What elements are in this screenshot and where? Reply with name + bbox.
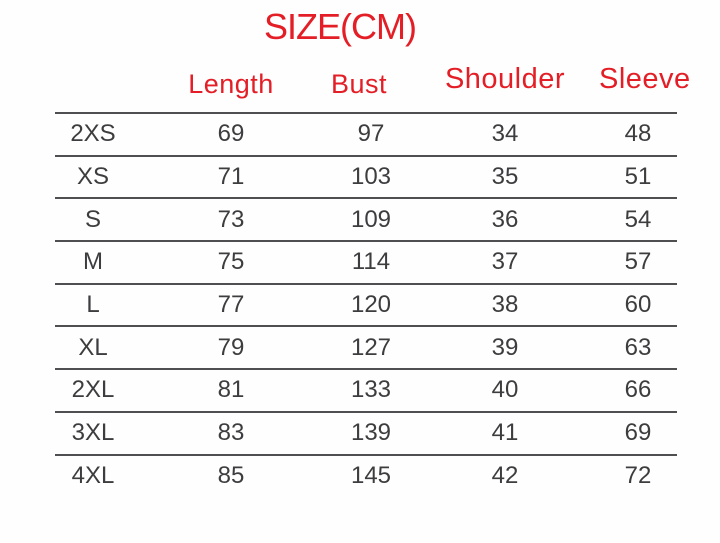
shoulder-value: 39 (491, 333, 519, 361)
bust-value: 97 (357, 120, 385, 148)
table-row: 2XS 69 97 34 48 (55, 112, 677, 155)
sleeve-value: 69 (624, 419, 652, 447)
table-row: S 73 109 36 54 (55, 197, 677, 240)
sleeve-value: 48 (624, 120, 652, 148)
length-value: 75 (217, 248, 245, 276)
size-table-body: 2XS 69 97 34 48 XS 71 103 35 51 S 73 109… (55, 112, 677, 496)
table-row: 2XL 81 133 40 66 (55, 368, 677, 411)
size-label: XL (78, 333, 108, 361)
table-row: M 75 114 37 57 (55, 240, 677, 283)
column-header-shoulder: Shoulder (444, 62, 566, 95)
bust-value: 109 (350, 205, 392, 233)
column-header-sleeve: Sleeve (599, 62, 691, 95)
size-label: 2XS (70, 120, 116, 148)
length-value: 83 (217, 419, 245, 447)
bust-value: 139 (350, 419, 392, 447)
bust-value: 145 (350, 461, 392, 489)
length-value: 73 (217, 205, 245, 233)
shoulder-value: 41 (491, 419, 519, 447)
table-row: L 77 120 38 60 (55, 282, 677, 326)
page-title: SIZE(CM) (264, 6, 417, 47)
length-value: 79 (217, 333, 245, 361)
sleeve-value: 60 (624, 291, 652, 319)
column-header-length: Length (188, 68, 274, 99)
length-value: 85 (217, 461, 245, 489)
size-label: 2XL (71, 376, 115, 404)
table-row: XS 71 103 35 51 (55, 154, 677, 198)
shoulder-value: 42 (491, 461, 519, 489)
bust-value: 133 (350, 376, 392, 404)
sleeve-value: 54 (624, 205, 652, 233)
length-value: 69 (217, 120, 245, 148)
shoulder-value: 38 (491, 291, 519, 319)
table-header-row: Length Bust Shoulder Sleeve (55, 60, 691, 108)
length-value: 81 (217, 376, 245, 404)
table-row: XL 79 127 39 63 (55, 325, 677, 368)
size-label: M (83, 248, 103, 276)
table-row: 4XL 85 145 42 72 (55, 453, 677, 497)
sleeve-value: 51 (624, 163, 652, 191)
size-label: S (84, 205, 101, 233)
sleeve-value: 72 (624, 461, 652, 489)
bust-value: 127 (350, 333, 392, 361)
shoulder-value: 36 (491, 205, 519, 233)
table-row: 3XL 83 139 41 69 (55, 410, 677, 454)
size-label: 3XL (71, 419, 115, 447)
length-value: 71 (217, 163, 245, 191)
bust-value: 103 (350, 163, 392, 191)
sleeve-value: 66 (624, 376, 652, 404)
shoulder-value: 40 (491, 376, 519, 404)
size-label: L (86, 291, 100, 319)
length-value: 77 (217, 291, 245, 319)
column-header-bust: Bust (330, 68, 388, 99)
bust-value: 120 (350, 291, 392, 319)
size-label: XS (76, 163, 109, 191)
shoulder-value: 34 (491, 120, 519, 148)
sleeve-value: 57 (624, 248, 652, 276)
bust-value: 114 (351, 248, 391, 276)
shoulder-value: 35 (491, 163, 519, 191)
size-label: 4XL (71, 461, 115, 489)
shoulder-value: 37 (491, 248, 519, 276)
sleeve-value: 63 (624, 333, 652, 361)
